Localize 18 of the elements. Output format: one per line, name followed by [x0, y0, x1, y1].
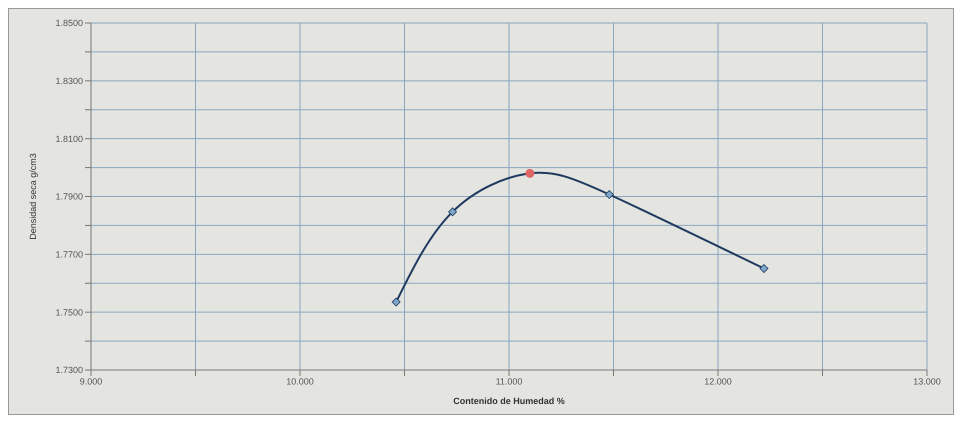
- point: [760, 264, 768, 273]
- x-tick-label: 9.000: [80, 376, 102, 386]
- y-tick-label: 1.7500: [55, 307, 83, 318]
- point: [448, 207, 457, 216]
- y-axis-title: Densidad seca g/cm3: [28, 153, 38, 240]
- y-tick-label: 1.8300: [55, 76, 83, 86]
- x-tick-label: 11.000: [496, 376, 522, 386]
- x-axis-title: Contenido de Humedad %: [453, 396, 565, 406]
- x-tick-label: 12.000: [704, 376, 732, 386]
- y-tick-label: 1.7900: [55, 192, 83, 202]
- point: [392, 298, 401, 306]
- y-tick-label: 1.7700: [55, 250, 83, 260]
- y-tick-label: 1.7300: [55, 365, 83, 376]
- y-tick-label: 1.8100: [55, 134, 83, 144]
- x-tick-label: 13.000: [913, 376, 941, 386]
- x-tick-label: 10.000: [286, 376, 314, 386]
- point: [604, 190, 614, 199]
- y-tick-label: 1.8500: [55, 18, 83, 28]
